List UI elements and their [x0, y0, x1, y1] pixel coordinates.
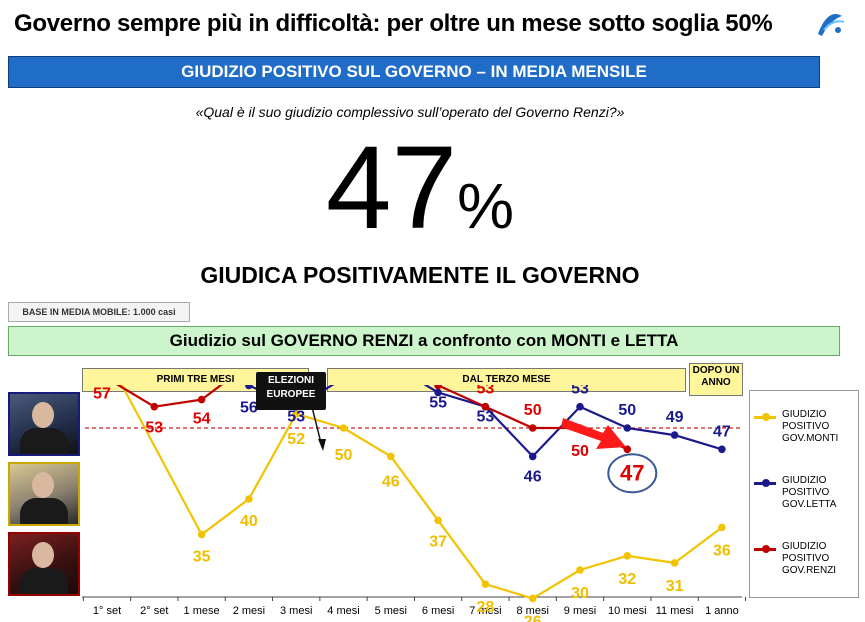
point-monti — [528, 594, 537, 603]
data-label-letta: 55 — [429, 395, 447, 412]
point-monti — [245, 495, 253, 503]
data-label-monti: 46 — [382, 473, 400, 490]
data-label-renzi: 53 — [477, 385, 495, 398]
point-letta — [670, 431, 679, 439]
data-label-monti: 26 — [524, 613, 542, 622]
section-banner: GIUDIZIO POSITIVO SUL GOVERNO – IN MEDIA… — [8, 56, 820, 88]
chart-data-labels: 6035405250463728263032313663665653575955… — [93, 385, 731, 622]
data-label-renzi: 54 — [193, 411, 211, 428]
data-label-monti: 35 — [193, 549, 211, 566]
x-tick-label: 1 mese — [184, 605, 220, 617]
headline-number: 47 — [325, 122, 458, 254]
elections-callout: ELEZIONI EUROPEE — [256, 372, 326, 410]
data-label-letta: 50 — [618, 402, 636, 419]
data-label-letta: 53 — [477, 409, 495, 426]
headline-caption: GIUDICA POSITIVAMENTE IL GOVERNO — [200, 262, 640, 288]
data-label-monti: 31 — [666, 578, 684, 595]
data-label-letta: 53 — [571, 385, 589, 398]
period-from-third-month: DAL TERZO MESE — [327, 368, 686, 392]
elections-pointer-head — [318, 439, 326, 451]
legend-swatch-renzi — [754, 545, 776, 553]
point-monti — [387, 452, 395, 461]
data-label-letta: 47 — [713, 423, 731, 440]
headline-percent-sign: % — [457, 170, 515, 242]
x-tick-label: 6 mesi — [422, 605, 454, 617]
point-renzi — [197, 395, 206, 404]
point-monti — [670, 559, 679, 567]
point-monti — [292, 410, 301, 418]
series-line-renzi — [116, 385, 628, 451]
point-renzi — [481, 402, 490, 411]
data-label-letta: 56 — [240, 399, 258, 416]
brand-logo-icon — [818, 13, 845, 36]
chart-legend: GIUDIZIO POSITIVO GOV.MONTI GIUDIZIO POS… — [749, 390, 859, 598]
legend-label-monti: GIUDIZIO POSITIVO GOV.MONTI — [782, 409, 839, 444]
x-tick-label: 7 mesi — [469, 605, 501, 617]
data-label-monti: 40 — [240, 513, 258, 530]
data-label-monti: 52 — [287, 431, 305, 448]
chart-annotations — [311, 406, 658, 494]
data-label-monti: 37 — [429, 533, 447, 550]
chart-axis: 1° set 2° set 1 mese 2 mesi 3 mesi 4 mesi 5 me… — [82, 596, 747, 617]
legend-swatch-monti — [754, 413, 776, 421]
point-letta — [718, 445, 726, 454]
x-tick-label: 4 mesi — [327, 605, 359, 617]
point-monti — [434, 516, 442, 525]
data-label-letta: 46 — [524, 468, 542, 485]
point-monti — [197, 530, 206, 539]
data-label-monti: 50 — [335, 447, 353, 464]
legend-label-letta: GIUDIZIO POSITIVO GOV.LETTA — [782, 475, 837, 510]
point-letta — [245, 385, 253, 390]
x-tick-label: 2 mesi — [233, 605, 265, 617]
page-title: Governo sempre più in difficoltà: per ol… — [14, 10, 773, 37]
data-label-renzi: 50 — [571, 443, 589, 460]
photo-letta — [8, 392, 80, 456]
photo-monti — [8, 462, 80, 526]
point-monti — [576, 566, 584, 574]
point-renzi — [623, 445, 632, 454]
chart-series — [116, 385, 726, 603]
data-label-monti: 30 — [571, 585, 589, 602]
x-tick-label: 5 mesi — [375, 605, 407, 617]
data-label-renzi: 47 — [620, 460, 644, 485]
survey-question: «Qual è il suo giudizio complessivo sull… — [195, 104, 625, 120]
highlight-circle — [607, 453, 658, 494]
point-letta — [528, 452, 537, 461]
trend-arrow-icon — [561, 418, 626, 449]
data-label-letta: 53 — [287, 409, 305, 426]
x-tick-label: 1 anno — [705, 605, 739, 617]
point-letta — [576, 402, 584, 411]
sample-base-note: BASE IN MEDIA MOBILE: 1.000 casi — [8, 302, 190, 322]
period-after-one-year: DOPO UN ANNO — [689, 363, 743, 396]
point-letta — [434, 388, 442, 397]
x-tick-label: 1° set — [93, 605, 121, 617]
legend-swatch-letta — [754, 479, 776, 487]
legend-label-renzi: GIUDIZIO POSITIVO GOV.RENZI — [782, 541, 837, 576]
point-letta — [623, 424, 632, 432]
x-tick-label: 2° set — [140, 605, 168, 617]
point-renzi — [528, 424, 537, 432]
photo-renzi — [8, 532, 80, 596]
x-tick-label: 3 mesi — [280, 605, 312, 617]
comparison-line-chart: 1° set 2° set 1 mese 2 mesi 3 mesi 4 mesi 5 me… — [82, 385, 747, 622]
x-tick-label: 9 mesi — [564, 605, 596, 617]
x-tick-label: 8 mesi — [516, 605, 548, 617]
data-label-renzi: 57 — [93, 385, 111, 402]
x-tick-label: 10 mesi — [608, 605, 647, 617]
headline-figure: 47% — [0, 120, 840, 256]
data-label-renzi: 50 — [524, 402, 542, 419]
data-label-monti: 36 — [713, 542, 731, 559]
point-monti — [623, 552, 632, 560]
point-monti — [481, 580, 490, 588]
point-monti — [718, 523, 726, 532]
data-label-renzi: 53 — [145, 420, 163, 437]
data-label-monti: 32 — [618, 571, 636, 588]
point-renzi — [150, 402, 159, 411]
point-renzi — [434, 385, 442, 390]
data-label-letta: 49 — [666, 409, 684, 426]
data-label-monti: 28 — [477, 599, 495, 616]
x-tick-label: 11 mesi — [656, 605, 694, 617]
point-monti — [339, 424, 348, 432]
comparison-title: Giudizio sul GOVERNO RENZI a confronto c… — [8, 326, 840, 356]
